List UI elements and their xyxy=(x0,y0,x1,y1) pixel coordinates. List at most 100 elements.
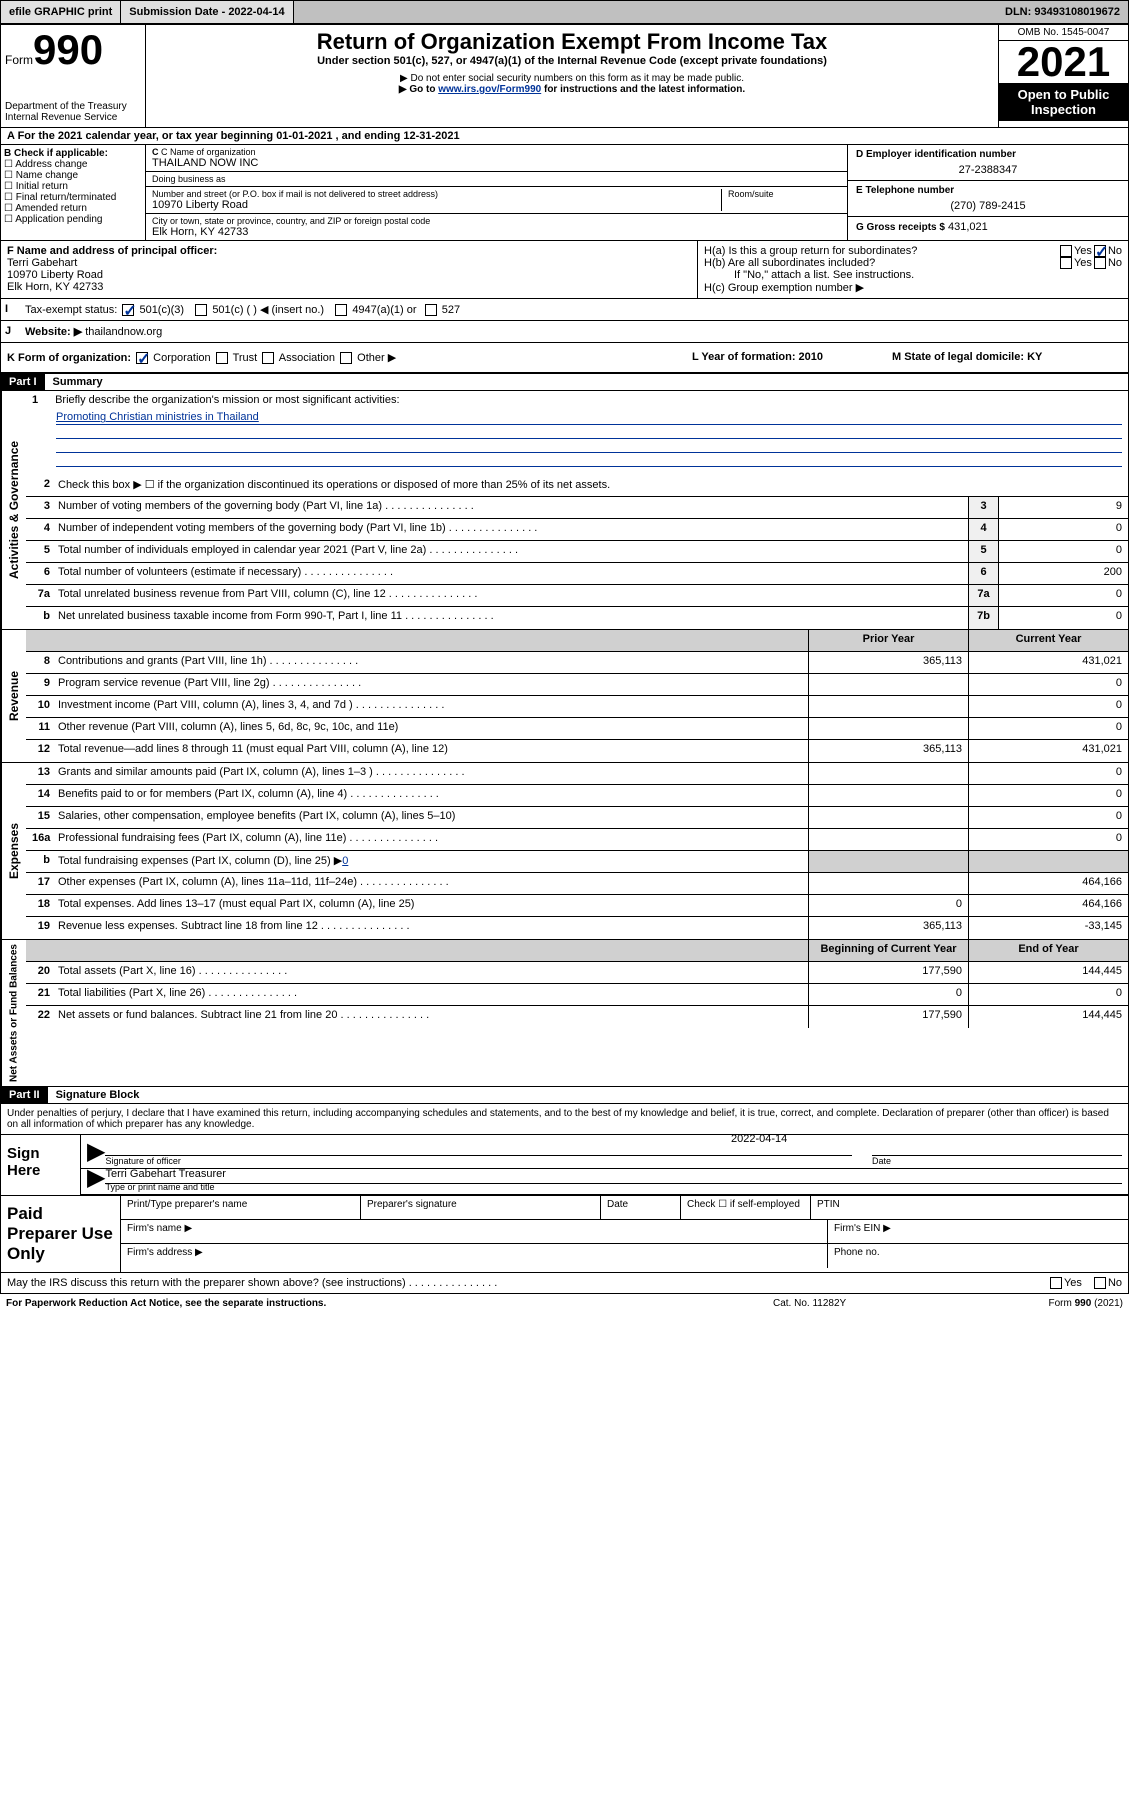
name-title-label: Type or print name and title xyxy=(105,1182,1122,1192)
note-ssn: ▶ Do not enter social security numbers o… xyxy=(150,73,994,84)
street-label: Number and street (or P.O. box if mail i… xyxy=(152,189,721,199)
r11c: 0 xyxy=(968,718,1128,739)
column-d: D Employer identification number 27-2388… xyxy=(848,145,1128,240)
principal-officer: F Name and address of principal officer:… xyxy=(1,241,698,298)
firm-phone-label: Phone no. xyxy=(828,1244,1128,1268)
v3: 9 xyxy=(998,497,1128,518)
firm-name-label: Firm's name ▶ xyxy=(121,1220,828,1243)
top-bar: efile GRAPHIC print Submission Date - 20… xyxy=(0,0,1129,24)
e13c: 0 xyxy=(968,763,1128,784)
mission-link[interactable]: Promoting Christian ministries in Thaila… xyxy=(56,411,259,423)
opt-address-change[interactable]: ☐ Address change xyxy=(4,159,142,170)
part-1-title: Summary xyxy=(45,374,111,390)
firm-ein-label: Firm's EIN ▶ xyxy=(828,1220,1128,1243)
submission-date: Submission Date - 2022-04-14 xyxy=(121,1,293,23)
hb-label: H(b) Are all subordinates included? xyxy=(704,257,1058,269)
irs: Internal Revenue Service xyxy=(5,112,141,123)
chk-other[interactable] xyxy=(340,352,352,364)
paid-preparer-row: Paid Preparer Use Only Print/Type prepar… xyxy=(1,1195,1128,1272)
form-title: Return of Organization Exempt From Incom… xyxy=(150,29,994,55)
ein-label: D Employer identification number xyxy=(856,149,1120,160)
l16b-link[interactable]: 0 xyxy=(342,855,348,867)
side-expenses: Expenses xyxy=(1,763,26,939)
opt-amended-return[interactable]: ☐ Amended return xyxy=(4,203,142,214)
phone-label: E Telephone number xyxy=(856,185,1120,196)
ha-no[interactable]: No xyxy=(1092,245,1122,257)
l9: Program service revenue (Part VIII, line… xyxy=(56,674,808,695)
r9c: 0 xyxy=(968,674,1128,695)
part-1-badge: Part I xyxy=(1,374,45,390)
l13: Grants and similar amounts paid (Part IX… xyxy=(56,763,808,784)
r8c: 431,021 xyxy=(968,652,1128,673)
e16c: 0 xyxy=(968,829,1128,850)
governance-section: Activities & Governance 1 Briefly descri… xyxy=(1,391,1128,630)
e15p xyxy=(808,807,968,828)
i-label: Tax-exempt status: xyxy=(25,304,117,316)
opt-name-change[interactable]: ☐ Name change xyxy=(4,170,142,181)
form-number: 990 xyxy=(33,29,103,71)
ha-yes[interactable]: Yes xyxy=(1058,245,1092,257)
chk-501c[interactable] xyxy=(195,304,207,316)
sig-date-label: Date xyxy=(872,1156,1122,1166)
hb-yes[interactable]: Yes xyxy=(1058,257,1092,269)
opt-final-return[interactable]: ☐ Final return/terminated xyxy=(4,192,142,203)
part-2-badge: Part II xyxy=(1,1087,48,1103)
v6: 200 xyxy=(998,563,1128,584)
e16bc xyxy=(968,851,1128,872)
revenue-section: Revenue Prior Year Current Year 8Contrib… xyxy=(1,630,1128,763)
side-netassets: Net Assets or Fund Balances xyxy=(1,940,26,1086)
end-year-h: End of Year xyxy=(968,940,1128,961)
opt-initial-return[interactable]: ☐ Initial return xyxy=(4,181,142,192)
begin-year-h: Beginning of Current Year xyxy=(808,940,968,961)
r12p: 365,113 xyxy=(808,740,968,762)
r10c: 0 xyxy=(968,696,1128,717)
row-klm: K Form of organization: Corporation Trus… xyxy=(1,343,1128,374)
chk-assoc[interactable] xyxy=(262,352,274,364)
l20: Total assets (Part X, line 16) xyxy=(56,962,808,983)
discuss-yes[interactable]: Yes xyxy=(1048,1277,1082,1289)
dept-treasury: Department of the Treasury xyxy=(5,101,141,112)
n20b: 177,590 xyxy=(808,962,968,983)
l4: Number of independent voting members of … xyxy=(56,519,968,540)
website: thailandnow.org xyxy=(85,326,162,338)
footer: For Paperwork Reduction Act Notice, see … xyxy=(0,1294,1129,1313)
header-right: OMB No. 1545-0047 2021 Open to Public In… xyxy=(998,25,1128,127)
header-left: Form 990 Department of the Treasury Inte… xyxy=(1,25,146,127)
l11: Other revenue (Part VIII, column (A), li… xyxy=(56,718,808,739)
chk-527[interactable] xyxy=(425,304,437,316)
chk-trust[interactable] xyxy=(216,352,228,364)
r10p xyxy=(808,696,968,717)
mission-text: Promoting Christian ministries in Thaila… xyxy=(26,409,1128,475)
org-name-label: C C Name of organization xyxy=(152,147,841,157)
efile-print-button[interactable]: efile GRAPHIC print xyxy=(1,1,121,23)
part-1-header-row: Part I Summary xyxy=(1,374,1128,391)
group-return: H(a) Is this a group return for subordin… xyxy=(698,241,1128,298)
r12c: 431,021 xyxy=(968,740,1128,762)
prep-name-label: Print/Type preparer's name xyxy=(121,1196,361,1219)
expenses-section: Expenses 13Grants and similar amounts pa… xyxy=(1,763,1128,940)
e19p: 365,113 xyxy=(808,917,968,939)
l1-label: Briefly describe the organization's miss… xyxy=(55,394,399,406)
discuss-text: May the IRS discuss this return with the… xyxy=(7,1277,1048,1289)
chk-4947[interactable] xyxy=(335,304,347,316)
l14: Benefits paid to or for members (Part IX… xyxy=(56,785,808,806)
ha-label: H(a) Is this a group return for subordin… xyxy=(704,245,1058,257)
self-emp-label[interactable]: Check ☐ if self-employed xyxy=(681,1196,811,1219)
l21: Total liabilities (Part X, line 26) xyxy=(56,984,808,1005)
officer-city: Elk Horn, KY 42733 xyxy=(7,281,691,293)
v7b: 0 xyxy=(998,607,1128,629)
column-c: C C Name of organization THAILAND NOW IN… xyxy=(146,145,848,240)
e17c: 464,166 xyxy=(968,873,1128,894)
n22e: 144,445 xyxy=(968,1006,1128,1028)
chk-corp[interactable] xyxy=(136,352,148,364)
l16a: Professional fundraising fees (Part IX, … xyxy=(56,829,808,850)
sign-here-label: Sign Here xyxy=(1,1135,81,1195)
irs-link[interactable]: www.irs.gov/Form990 xyxy=(438,84,541,95)
ein: 27-2388347 xyxy=(856,160,1120,176)
header-center: Return of Organization Exempt From Incom… xyxy=(146,25,998,127)
chk-501c3[interactable] xyxy=(122,304,134,316)
discuss-no[interactable]: No xyxy=(1092,1277,1122,1289)
e18p: 0 xyxy=(808,895,968,916)
l17: Other expenses (Part IX, column (A), lin… xyxy=(56,873,808,894)
opt-application-pending[interactable]: ☐ Application pending xyxy=(4,214,142,225)
